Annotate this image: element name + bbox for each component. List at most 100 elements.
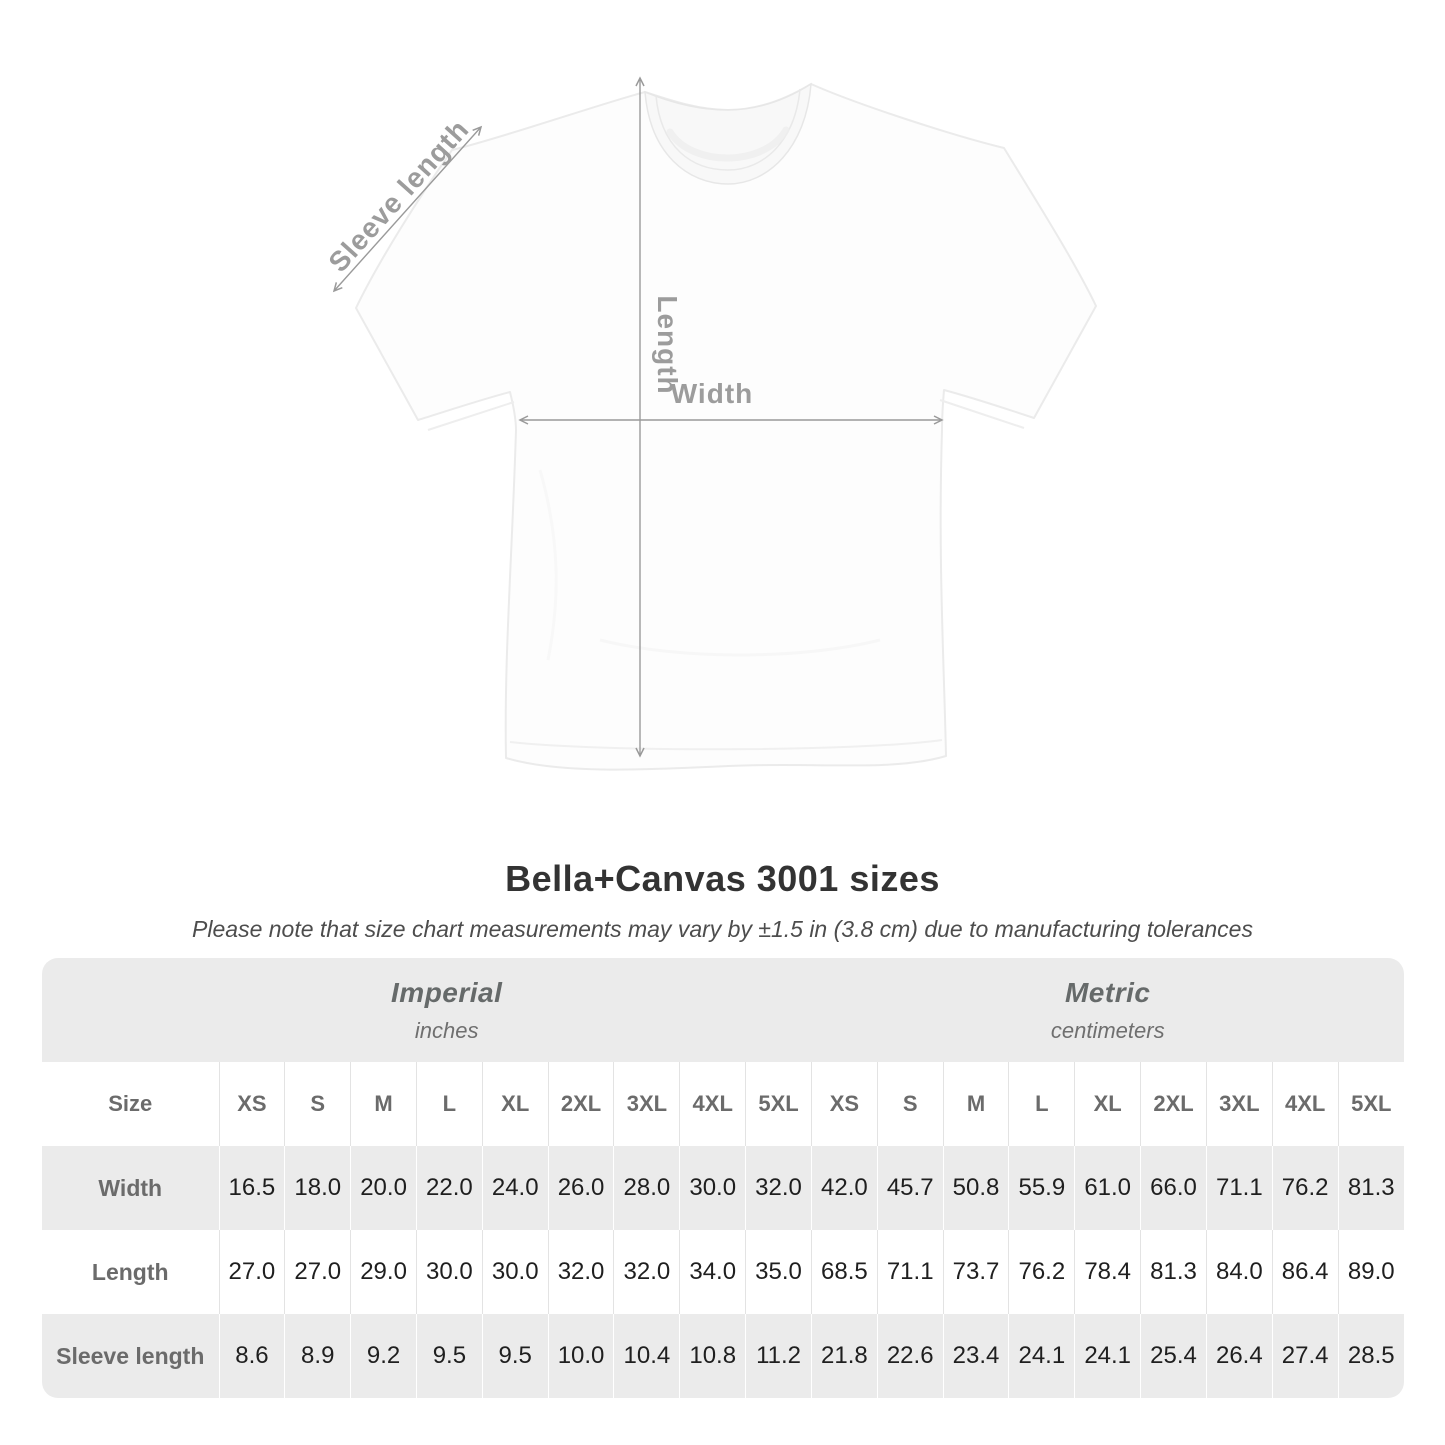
value-cell: 28.5 <box>1337 1314 1404 1398</box>
value-cell: 21.8 <box>810 1314 878 1398</box>
size-header-cell: 3XL <box>613 1062 680 1146</box>
value-cell: 23.4 <box>942 1314 1009 1398</box>
value-cell: 9.2 <box>350 1314 417 1398</box>
size-header-cell: 4XL <box>1271 1062 1339 1146</box>
value-cell: 71.1 <box>876 1230 944 1314</box>
row-label-width: Width <box>42 1146 219 1230</box>
value-cell: 27.0 <box>284 1230 351 1314</box>
width-label: Width <box>670 378 754 409</box>
tolerance-note: Please note that size chart measurements… <box>192 916 1253 942</box>
size-header-cell: 5XL <box>745 1062 812 1146</box>
size-header-cell: 2XL <box>547 1062 614 1146</box>
value-cell: 30.0 <box>679 1146 746 1230</box>
value-cell: 89.0 <box>1337 1230 1404 1314</box>
tshirt-body <box>355 83 1097 771</box>
value-cell: 55.9 <box>1008 1146 1075 1230</box>
value-cell: 34.0 <box>679 1230 746 1314</box>
size-header-row: Size XS S M L XL 2XL 3XL 4XL 5XL XS S M … <box>42 1062 1404 1146</box>
neck-hole <box>644 82 812 185</box>
neck-shadow <box>666 126 790 162</box>
bottom-hem-stitch <box>509 739 943 751</box>
value-cell: 66.0 <box>1140 1146 1207 1230</box>
size-column-header: Size <box>42 1062 219 1146</box>
imperial-unit-label: inches <box>414 1017 479 1043</box>
value-cell: 11.2 <box>745 1314 812 1398</box>
imperial-label: Imperial <box>391 976 503 1008</box>
size-header-cell: L <box>1008 1062 1075 1146</box>
metric-label: Metric <box>1064 976 1151 1008</box>
value-cell: 32.0 <box>745 1146 812 1230</box>
value-cell: 26.0 <box>547 1146 614 1230</box>
value-cell: 42.0 <box>810 1146 878 1230</box>
fabric-crease <box>538 469 558 661</box>
left-sleeve-stitch <box>427 401 515 431</box>
table-row-length: Length 27.0 27.0 29.0 30.0 30.0 32.0 32.… <box>42 1230 1404 1314</box>
size-header-cell: XL <box>1074 1062 1141 1146</box>
value-cell: 26.4 <box>1205 1314 1273 1398</box>
imperial-group-header: Imperial inches <box>42 958 812 1062</box>
value-cell: 32.0 <box>547 1230 614 1314</box>
value-cell: 32.0 <box>613 1230 680 1314</box>
size-header-cell: 5XL <box>1337 1062 1404 1146</box>
metric-unit-label: centimeters <box>1050 1017 1165 1043</box>
value-cell: 25.4 <box>1140 1314 1207 1398</box>
size-header-cell: 2XL <box>1140 1062 1207 1146</box>
size-header-cell: S <box>284 1062 351 1146</box>
size-header-cell: L <box>415 1062 483 1146</box>
size-header-cell: XS <box>218 1062 285 1146</box>
size-header-cell: M <box>350 1062 417 1146</box>
value-cell: 45.7 <box>876 1146 944 1230</box>
value-cell: 22.6 <box>876 1314 944 1398</box>
value-cell: 50.8 <box>942 1146 1009 1230</box>
value-cell: 61.0 <box>1074 1146 1141 1230</box>
size-header-cell: XS <box>810 1062 878 1146</box>
size-header-cell: XL <box>481 1062 549 1146</box>
value-cell: 8.9 <box>284 1314 351 1398</box>
value-cell: 10.0 <box>547 1314 614 1398</box>
value-cell: 81.3 <box>1337 1146 1404 1230</box>
value-cell: 30.0 <box>481 1230 549 1314</box>
fabric-crease <box>599 638 881 657</box>
value-cell: 22.0 <box>415 1146 483 1230</box>
table-row-sleeve-length: Sleeve length 8.6 8.9 9.2 9.5 9.5 10.0 1… <box>42 1314 1404 1398</box>
size-header-cell: M <box>942 1062 1009 1146</box>
right-sleeve-stitch <box>939 399 1025 429</box>
value-cell: 10.8 <box>679 1314 746 1398</box>
value-cell: 84.0 <box>1205 1230 1273 1314</box>
value-cell: 29.0 <box>350 1230 417 1314</box>
value-cell: 78.4 <box>1074 1230 1141 1314</box>
metric-group-header: Metric centimeters <box>811 958 1404 1062</box>
value-cell: 16.5 <box>218 1146 285 1230</box>
page-title: Bella+Canvas 3001 sizes <box>505 858 940 899</box>
value-cell: 73.7 <box>942 1230 1009 1314</box>
value-cell: 81.3 <box>1140 1230 1207 1314</box>
size-header-cell: 4XL <box>679 1062 746 1146</box>
sleeve-length-arrow <box>332 125 483 293</box>
value-cell: 9.5 <box>481 1314 549 1398</box>
value-cell: 86.4 <box>1271 1230 1339 1314</box>
table-row-width: Width 16.5 18.0 20.0 22.0 24.0 26.0 28.0… <box>42 1146 1404 1230</box>
size-header-cell: S <box>876 1062 944 1146</box>
value-cell: 18.0 <box>284 1146 351 1230</box>
unit-group-row: Imperial inches Metric centimeters <box>42 958 1404 1062</box>
size-header-cell: 3XL <box>1205 1062 1273 1146</box>
size-table: Imperial inches Metric centimeters Size … <box>42 958 1404 1398</box>
value-cell: 30.0 <box>415 1230 483 1314</box>
value-cell: 24.1 <box>1074 1314 1141 1398</box>
row-label-length: Length <box>42 1230 219 1314</box>
value-cell: 24.0 <box>481 1146 549 1230</box>
value-cell: 71.1 <box>1205 1146 1273 1230</box>
value-cell: 68.5 <box>810 1230 878 1314</box>
value-cell: 8.6 <box>218 1314 285 1398</box>
value-cell: 76.2 <box>1271 1146 1339 1230</box>
value-cell: 35.0 <box>745 1230 812 1314</box>
value-cell: 20.0 <box>350 1146 417 1230</box>
value-cell: 27.4 <box>1271 1314 1339 1398</box>
value-cell: 10.4 <box>613 1314 680 1398</box>
value-cell: 27.0 <box>218 1230 285 1314</box>
tshirt-illustration <box>332 76 1097 771</box>
tshirt-measurement-diagram: Sleeve length Length Width <box>322 76 1097 771</box>
value-cell: 76.2 <box>1008 1230 1075 1314</box>
row-label-sleeve-length: Sleeve length <box>42 1314 219 1398</box>
